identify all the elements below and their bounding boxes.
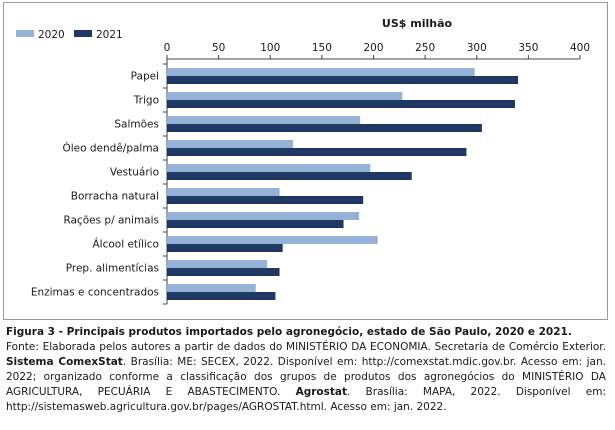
bar-2021 xyxy=(167,220,344,228)
caption-title: Figura 3 - Principais produtos importado… xyxy=(6,326,572,338)
bar-2020 xyxy=(167,188,280,196)
x-tick-label: 150 xyxy=(312,42,332,54)
bar-2020 xyxy=(167,236,378,244)
caption-source-text-2: . Brasília: ME: SECEX, 2022. Disponível … xyxy=(6,356,606,398)
caption-source-bold-1: Sistema ComexStat xyxy=(6,356,123,368)
legend-swatch-2020 xyxy=(16,30,34,37)
bar-2020 xyxy=(167,164,371,172)
bar-2021 xyxy=(167,196,364,204)
x-tick-label: 300 xyxy=(467,42,487,54)
category-label: Papel xyxy=(131,71,159,83)
bar-2021 xyxy=(167,244,283,252)
x-tick-label: 350 xyxy=(518,42,538,54)
bar-2020 xyxy=(167,212,360,220)
caption-source-text: Fonte: Elaborada pelos autores a partir … xyxy=(6,341,606,353)
legend-label-2021: 2021 xyxy=(96,29,123,41)
bar-2021 xyxy=(167,148,467,156)
bar-2020 xyxy=(167,260,268,268)
category-label: Borracha natural xyxy=(71,191,159,203)
bar-2021 xyxy=(167,292,276,300)
x-tick-label: 0 xyxy=(164,42,171,54)
bar-2020 xyxy=(167,68,475,76)
caption-source-bold-2: Agrostat xyxy=(295,386,347,398)
bar-2021 xyxy=(167,268,280,276)
figure-caption: Figura 3 - Principais produtos importado… xyxy=(6,325,606,415)
bar-2021 xyxy=(167,124,482,132)
category-label: Trigo xyxy=(133,95,159,107)
bar-2021 xyxy=(167,100,515,108)
x-tick-label: 200 xyxy=(363,42,383,54)
category-label: Óleo dendê/palma xyxy=(62,142,159,155)
legend-swatch-2021 xyxy=(74,30,92,37)
chart-frame: US$ milhão 2020 2021 0 50 100 150 200 250 300 350 4… xyxy=(3,2,608,320)
category-label: Vestuário xyxy=(110,167,159,179)
x-tick-label: 50 xyxy=(212,42,225,54)
x-tick-label: 400 xyxy=(570,42,590,54)
bar-2021 xyxy=(167,172,412,180)
bar-2020 xyxy=(167,284,256,292)
x-tick-label: 250 xyxy=(415,42,435,54)
x-tick-label: 100 xyxy=(260,42,280,54)
bar-2021 xyxy=(167,76,519,84)
legend-label-2020: 2020 xyxy=(38,29,65,41)
category-label: Prep. alimentícias xyxy=(66,263,159,275)
unit-label: US$ milhão xyxy=(382,17,453,30)
category-label: Enzimas e concentrados xyxy=(31,287,159,299)
category-label: Rações p/ animais xyxy=(63,215,159,227)
category-label: Álcool etílico xyxy=(92,238,159,251)
bar-chart: US$ milhão 2020 2021 0 50 100 150 200 250 300 350 4… xyxy=(16,17,590,305)
category-label: Salmões xyxy=(114,119,159,131)
caption-source-text-3: . Brasília: MAPA, 2022. Disponível em: h… xyxy=(6,386,607,413)
bar-2020 xyxy=(167,92,403,100)
bar-2020 xyxy=(167,116,361,124)
bar-2020 xyxy=(167,140,293,148)
